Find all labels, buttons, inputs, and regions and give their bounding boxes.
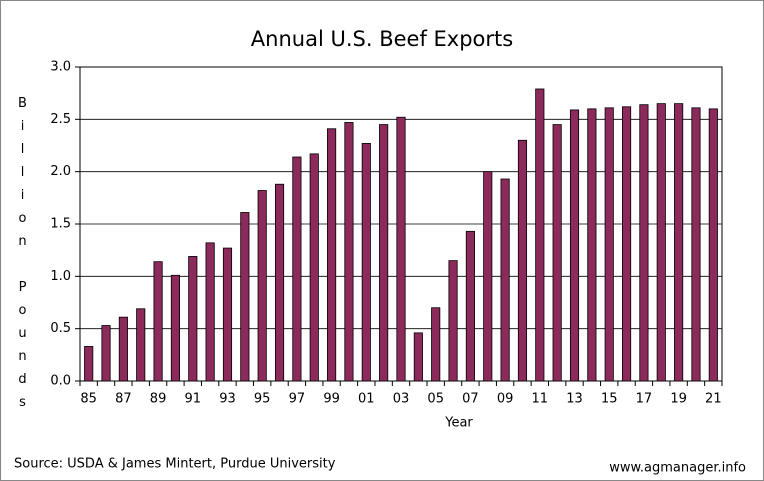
bar	[101, 325, 111, 382]
x-tick-label: 19	[670, 392, 687, 407]
bar	[222, 247, 233, 382]
x-axis-label: Year	[444, 416, 473, 431]
x-tick-label: 21	[705, 392, 722, 407]
bar	[309, 153, 319, 382]
y-tick-label: 1.5	[50, 217, 71, 232]
bar	[674, 103, 684, 382]
x-tick-label: 01	[358, 392, 375, 407]
bar	[240, 212, 250, 382]
x-tick-label: 87	[115, 392, 132, 407]
bar	[587, 108, 597, 382]
bar	[483, 171, 493, 382]
bar	[691, 107, 701, 382]
y-tick-label: 0.5	[50, 321, 71, 336]
bar	[361, 143, 371, 382]
bar	[274, 183, 285, 382]
credit-note: www.agmanager.info	[609, 461, 746, 476]
x-tick-label: 05	[427, 392, 444, 407]
x-tick-label: 89	[150, 392, 167, 407]
y-tick-label: 0.0	[50, 374, 71, 389]
bar	[84, 346, 94, 382]
x-tick-label: 93	[219, 392, 236, 407]
bar	[327, 128, 337, 382]
bar	[448, 260, 458, 382]
bar	[413, 332, 423, 382]
bar	[153, 261, 163, 382]
bar	[257, 190, 267, 382]
x-tick-label: 97	[289, 392, 306, 407]
bar	[656, 103, 666, 382]
bar	[604, 107, 614, 382]
source-note: Source: USDA & James Mintert, Purdue Uni…	[14, 457, 336, 472]
bar	[517, 139, 528, 382]
bar	[292, 156, 302, 382]
bar	[552, 124, 562, 382]
bar	[396, 116, 406, 382]
bar	[136, 308, 146, 382]
bar	[170, 274, 180, 382]
y-tick-label: 2.5	[50, 112, 71, 127]
y-tick-label: 3.0	[50, 60, 71, 75]
y-tick-label: 1.0	[50, 269, 71, 284]
x-tick-label: 13	[566, 392, 583, 407]
bar	[118, 316, 128, 382]
x-tick-label: 95	[254, 392, 271, 407]
bar	[639, 104, 649, 382]
x-tick-label: 09	[497, 392, 514, 407]
x-tick-label: 85	[80, 392, 97, 407]
x-tick-label: 91	[185, 392, 202, 407]
x-tick-label: 07	[462, 392, 479, 407]
x-tick-label: 15	[601, 392, 618, 407]
bar	[465, 230, 475, 382]
bar	[569, 109, 580, 382]
bar	[379, 124, 389, 382]
bar	[500, 178, 510, 382]
chart-title: Annual U.S. Beef Exports	[251, 27, 513, 51]
y-axis-label: Billion Pounds	[15, 96, 30, 418]
bar	[431, 307, 441, 382]
bar	[188, 256, 198, 382]
bar	[622, 106, 632, 382]
x-tick-label: 11	[532, 392, 549, 407]
bar	[535, 88, 545, 382]
y-tick-label: 2.0	[50, 164, 71, 179]
bar	[708, 108, 718, 382]
x-tick-label: 03	[393, 392, 410, 407]
x-tick-label: 99	[323, 392, 340, 407]
bar	[344, 122, 354, 382]
x-tick-label: 17	[636, 392, 653, 407]
bar	[205, 242, 215, 382]
